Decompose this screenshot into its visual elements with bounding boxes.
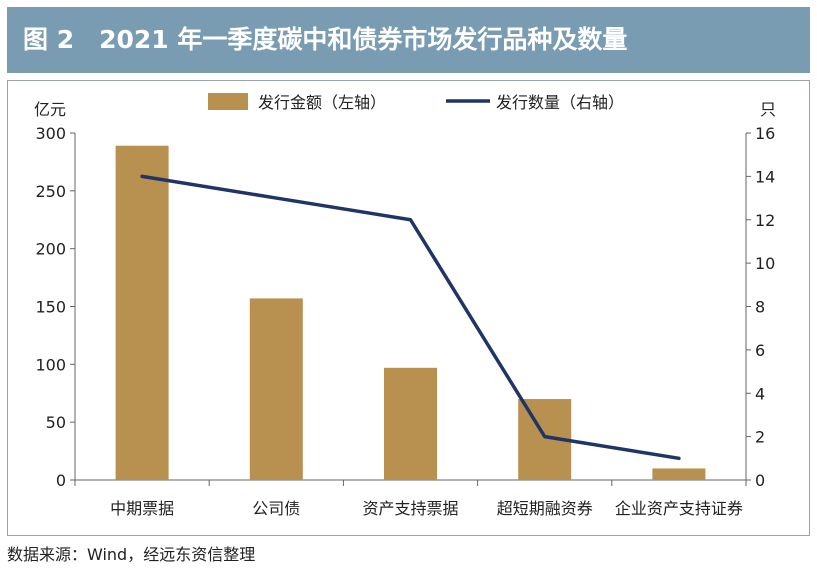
y-tick-label-left: 300 [35,124,66,143]
y-axis-label-left: 亿元 [34,100,66,119]
figure-title: 图 2 2021 年一季度碳中和债券市场发行品种及数量 [23,25,628,54]
y-tick-label-right: 8 [755,298,765,317]
y-tick-label-left: 50 [46,413,66,432]
y-tick-label-left: 200 [35,240,66,259]
bar [115,145,169,480]
source-note: 数据来源：Wind，经远东资信整理 [7,545,256,564]
legend-label-line: 发行数量（右轴） [496,93,624,112]
y-tick-label-right: 0 [755,471,765,490]
y-axis-label-right: 只 [760,100,776,119]
y-tick-label-right: 16 [755,124,775,143]
y-tick-label-left: 0 [56,471,66,490]
y-tick-label-right: 14 [755,167,775,186]
y-tick-label-left: 100 [35,355,66,374]
y-tick-label-right: 10 [755,254,775,273]
x-tick-label: 中期票据 [110,499,174,518]
y-tick-label-right: 2 [755,428,765,447]
legend-label-bar: 发行金额（左轴） [258,93,386,112]
x-tick-label: 资产支持票据 [362,499,458,518]
x-tick-label: 公司债 [252,499,300,518]
y-tick-label-right: 6 [755,341,765,360]
chart-frame: 0 50 100 150 200 250 300 0 2 4 6 8 10 12 14 16 亿元 只中期票据 公司… [7,80,810,536]
x-tick-label: 企业资产支持证券 [615,499,743,518]
bar [652,468,706,480]
x-tick-label: 超短期融资券 [497,499,593,518]
bar [249,298,303,480]
y-tick-label-right: 4 [755,384,765,403]
bar [384,367,437,480]
legend-swatch-bar [208,93,248,110]
y-tick-label-left: 150 [35,298,66,317]
header-bar: 图 2 2021 年一季度碳中和债券市场发行品种及数量 [7,7,810,73]
y-tick-label-right: 12 [755,211,775,230]
y-tick-label-left: 250 [35,182,66,201]
